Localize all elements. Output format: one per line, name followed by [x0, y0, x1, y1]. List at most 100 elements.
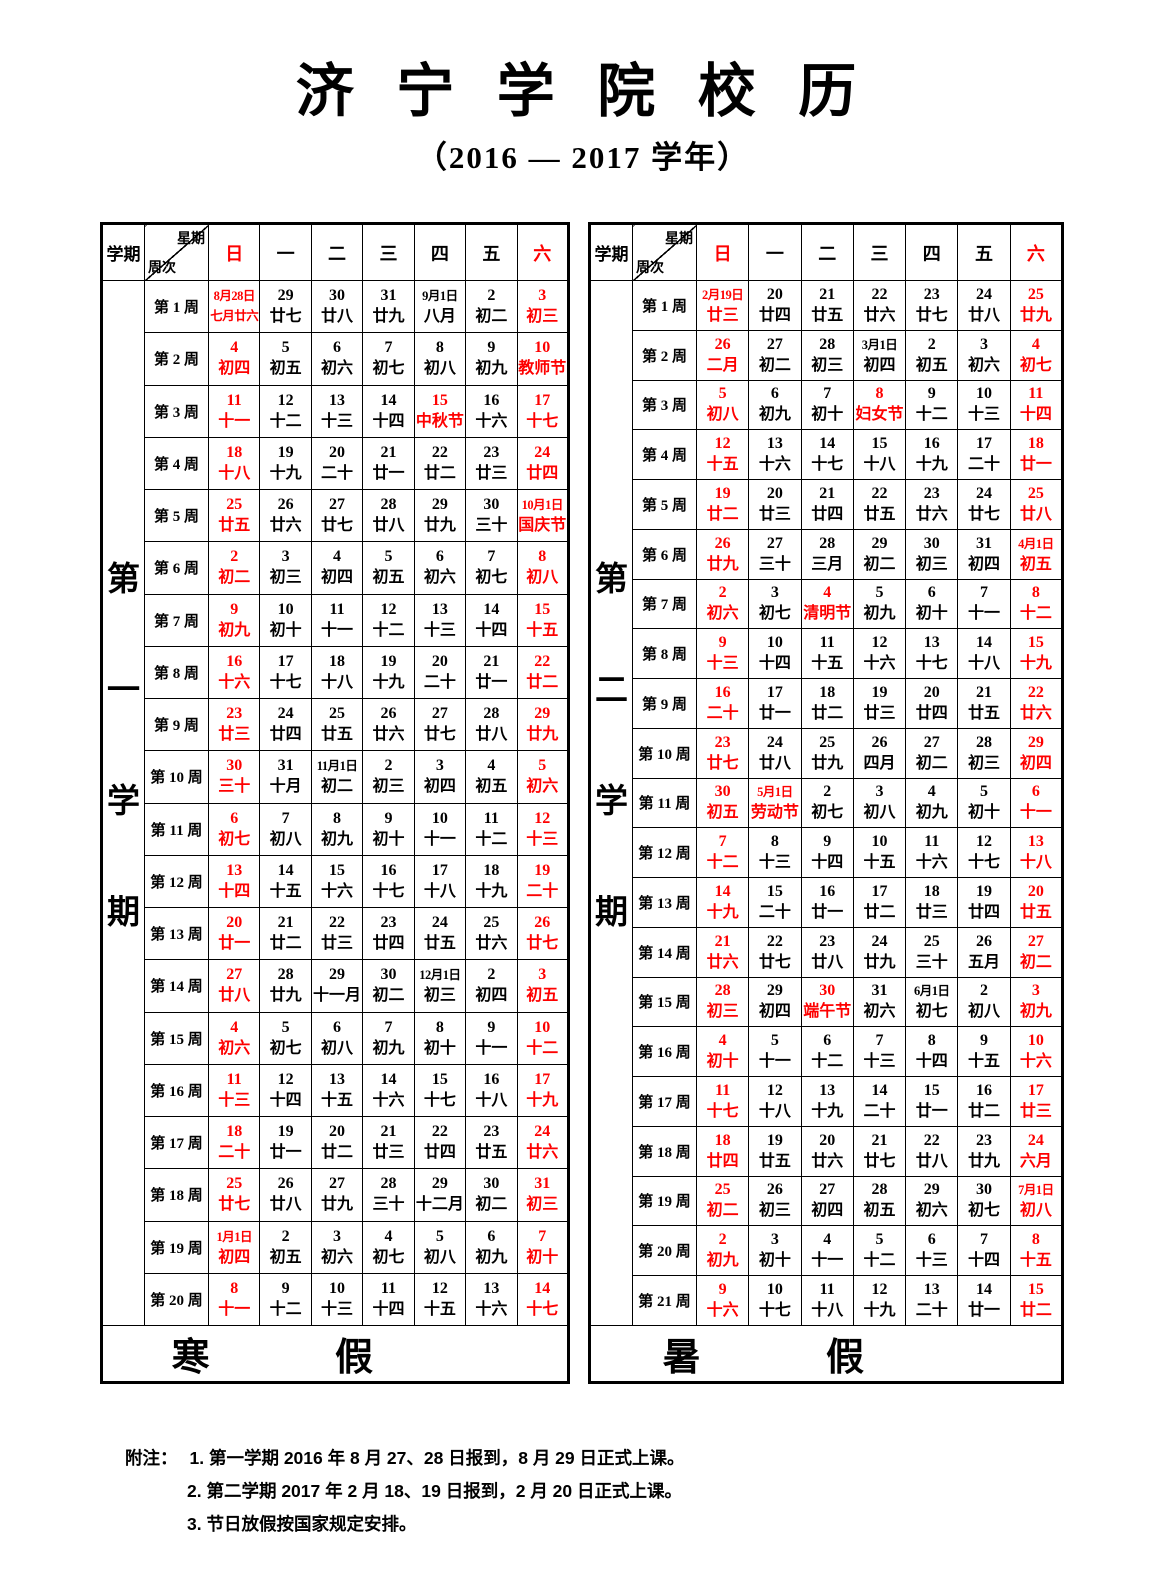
day-cell: 10 十七 [748, 1275, 802, 1326]
gregorian-date: 3 [435, 757, 444, 775]
lunar-or-holiday: 廿六 [1019, 704, 1052, 722]
day-cell: 18 廿四 [695, 1125, 750, 1177]
day-cell: 14 十六 [362, 1063, 415, 1118]
lunar-or-holiday: 初三 [269, 569, 302, 587]
day-cell: 3 初七 [748, 578, 802, 630]
lunar-or-holiday: 十三 [863, 1053, 896, 1071]
semester-vertical-label: 第二学期 [591, 562, 632, 928]
day-cell: 17 廿三 [1009, 1076, 1064, 1127]
day-cell: 7 初八 [259, 802, 312, 856]
week-row: 第 18 周 25 廿七 26 廿八 27 廿九 28 三十 29 十二月 30 初二 31 初三 [102, 1168, 570, 1222]
week-row: 第 11 周 30 初五 5月1日 劳动节 2 初七 3 初八 4 初九 5 初十 6 十一 [590, 777, 1064, 829]
lunar-or-holiday: 十一 [218, 412, 251, 430]
gregorian-date: 28 [819, 534, 836, 552]
lunar-or-holiday: 廿四 [758, 306, 791, 324]
lunar-or-holiday: 廿五 [1019, 903, 1052, 921]
lunar-or-holiday: 初三 [372, 778, 405, 796]
lunar-or-holiday: 二十 [758, 903, 791, 921]
week-row: 第 12 周 7 十二 8 十三 9 十四 10 十五 11 十六 12 十七 13 十八 [590, 827, 1064, 878]
gregorian-date: 21 [380, 1123, 397, 1141]
week-row: 第 5 周 19 廿二 20 廿三 21 廿四 22 廿五 23 廿六 24 廿七 25 廿八 [590, 479, 1064, 530]
lunar-or-holiday: 廿七 [218, 1196, 251, 1214]
gregorian-date: 26 [766, 1181, 783, 1199]
gregorian-date: 10 [766, 1281, 783, 1298]
day-cell: 29 廿九 [413, 488, 467, 543]
gregorian-date: 29 [871, 534, 888, 552]
gregorian-date: 24 [431, 914, 448, 932]
week-number-cell: 第 12 周 [144, 854, 209, 909]
lunar-or-holiday: 廿三 [863, 704, 896, 722]
lunar-or-holiday: 初五 [372, 569, 405, 587]
header-row: 学期 星期 周次日一二三四五六 [101, 223, 570, 281]
lunar-or-holiday: 初二 [863, 555, 896, 573]
lunar-or-holiday: 十三 [321, 1300, 354, 1318]
lunar-or-holiday: 廿九 [811, 754, 844, 772]
day-cell: 6 初八 [310, 1011, 364, 1065]
gregorian-date: 15 [534, 600, 551, 618]
day-cell: 5 初九 [852, 578, 907, 630]
lunar-or-holiday: 廿二 [706, 505, 739, 523]
week-number-cell: 第 1 周 [144, 279, 209, 334]
gregorian-date: 25 [923, 932, 940, 950]
lunar-or-holiday: 十一 [423, 830, 456, 848]
day-cell: 29 初六 [905, 1175, 959, 1227]
gregorian-date: 19 [277, 1123, 294, 1141]
week-number-cell: 第 20 周 [144, 1272, 209, 1327]
gregorian-date: 20 [226, 914, 243, 932]
weekday-header-cell: 一 [748, 223, 802, 281]
lunar-or-holiday: 初五 [1019, 555, 1052, 573]
lunar-or-holiday: 廿五 [863, 505, 896, 523]
gregorian-date: 25 [226, 1175, 243, 1193]
gregorian-date: 15 [1027, 634, 1044, 652]
lunar-or-holiday: 十七 [372, 882, 405, 900]
gregorian-date: 6 [230, 809, 239, 827]
gregorian-date: 26 [714, 534, 731, 552]
day-cell: 25 初二 [695, 1175, 750, 1227]
day-cell: 19 廿五 [748, 1125, 802, 1177]
day-cell: 3 初三 [259, 541, 312, 595]
gregorian-date: 12 [380, 600, 397, 618]
lunar-or-holiday: 十八 [811, 1302, 844, 1319]
gregorian-date: 8 [538, 548, 547, 566]
lunar-or-holiday: 十七 [526, 1300, 559, 1318]
gregorian-date: 24 [534, 443, 551, 461]
lunar-or-holiday: 十三 [706, 655, 739, 673]
day-cell: 5 初八 [695, 379, 750, 431]
day-cell: 17 十七 [516, 384, 570, 438]
day-cell: 18 十八 [207, 436, 261, 491]
lunar-or-holiday: 初四 [863, 356, 896, 374]
gregorian-date: 25 [226, 496, 243, 514]
day-cell: 28 初三 [957, 727, 1011, 779]
day-cell: 22 廿二 [516, 645, 570, 700]
gregorian-date: 21 [714, 932, 731, 950]
gregorian-date: 9 [487, 1018, 496, 1036]
week-number-cell: 第 17 周 [144, 1115, 209, 1170]
gregorian-date: 30 [226, 757, 243, 775]
gregorian-date: 9 [823, 833, 832, 851]
gregorian-date: 27 [226, 966, 243, 984]
day-cell: 25 廿五 [310, 697, 364, 752]
day-cell: 11月1日 初二 [310, 750, 364, 804]
gregorian-date: 12 [534, 809, 551, 827]
gregorian-date: 27 [431, 705, 448, 723]
day-cell: 20 廿二 [310, 1115, 364, 1170]
day-cell: 10月1日 国庆节 [516, 488, 570, 543]
note-item: 1. 第一学期 2016 年 8 月 27、28 日报到，8 月 29 日正式上… [189, 1448, 685, 1468]
week-row: 第 6 周 26 廿九 27 三十 28 三月 29 初二 30 初三 31 初四 4月1日 初五 [590, 528, 1064, 580]
lunar-or-holiday: 十五 [863, 854, 896, 872]
day-cell: 10 十三 [310, 1272, 364, 1327]
gregorian-date: 31 [277, 757, 294, 775]
day-cell: 6 初九 [748, 379, 802, 431]
gregorian-date: 3 [770, 1231, 779, 1249]
gregorian-date: 16 [976, 1081, 993, 1099]
week-row: 第 11 周 6 初七 7 初八 8 初九 9 初十 10 十一 11 十二 12 十三 [102, 802, 570, 856]
lunar-or-holiday: 初十 [758, 1252, 791, 1270]
week-number-cell: 第 16 周 [632, 1026, 697, 1077]
gregorian-date: 22 [923, 1131, 940, 1149]
gregorian-date: 23 [380, 914, 397, 932]
vertical-label-char: 期 [595, 893, 628, 930]
gregorian-date: 29 [431, 496, 448, 514]
gregorian-date: 2月19日 [702, 287, 744, 302]
gregorian-date: 27 [329, 496, 346, 514]
day-cell: 5 十一 [748, 1026, 802, 1077]
